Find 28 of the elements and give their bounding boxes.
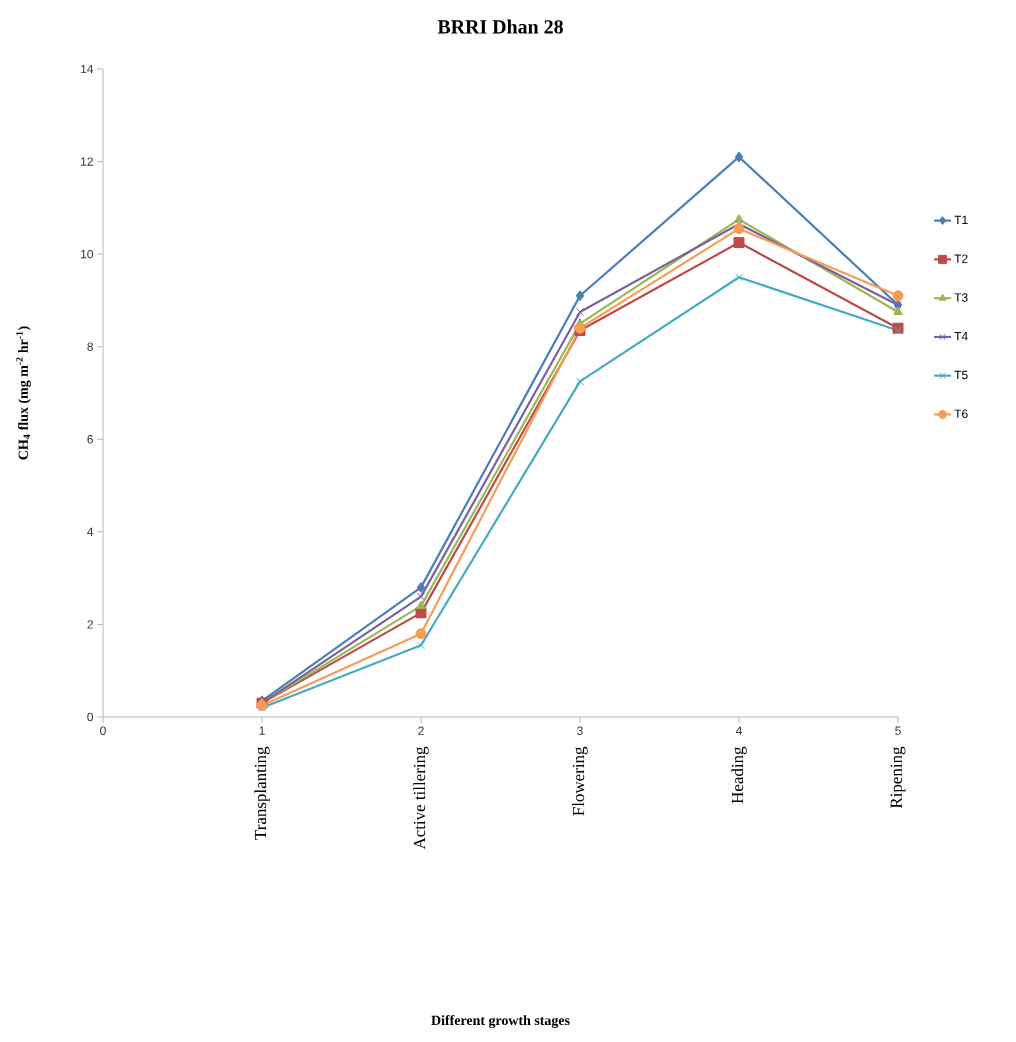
text: Transplanting [254, 746, 270, 840]
y-tick-label: 10 [81, 249, 94, 259]
x-tick-label: 1 [259, 726, 265, 735]
chart-title: BRRI Dhan 28 [437, 19, 563, 34]
x-tick-label: 0 [100, 726, 106, 735]
text: Active tillering [413, 746, 429, 850]
legend-label: T5 [954, 370, 968, 380]
y-tick-label: 2 [87, 620, 93, 629]
y-axis-title: CH$_{4}$ flux (mg m$^{-2}$ hr$^{-1}$) [16, 326, 31, 460]
y-tick-label: 6 [87, 435, 93, 444]
text: Different growth stages [431, 1015, 570, 1029]
x-tick-label: 4 [735, 726, 742, 735]
x-tick-label: 2 [418, 726, 424, 735]
legend-label: T3 [954, 293, 968, 302]
y-tick-label: 8 [87, 342, 93, 351]
y-tick-label: 4 [87, 527, 94, 536]
legend-label: T2 [954, 254, 968, 263]
legend-label: T6 [954, 409, 968, 418]
y-tick-label: 12 [81, 157, 93, 166]
text: Flowering [572, 746, 588, 816]
legend-label: T1 [954, 215, 968, 224]
x-tick-label: 3 [577, 726, 583, 735]
x-tick-label: 5 [895, 726, 901, 735]
legend-label: T4 [954, 332, 968, 341]
y-tick-label: 14 [81, 64, 94, 74]
y-tick-label: 0 [87, 712, 94, 722]
text: Ripening [890, 746, 906, 809]
text: Heading [731, 746, 747, 804]
